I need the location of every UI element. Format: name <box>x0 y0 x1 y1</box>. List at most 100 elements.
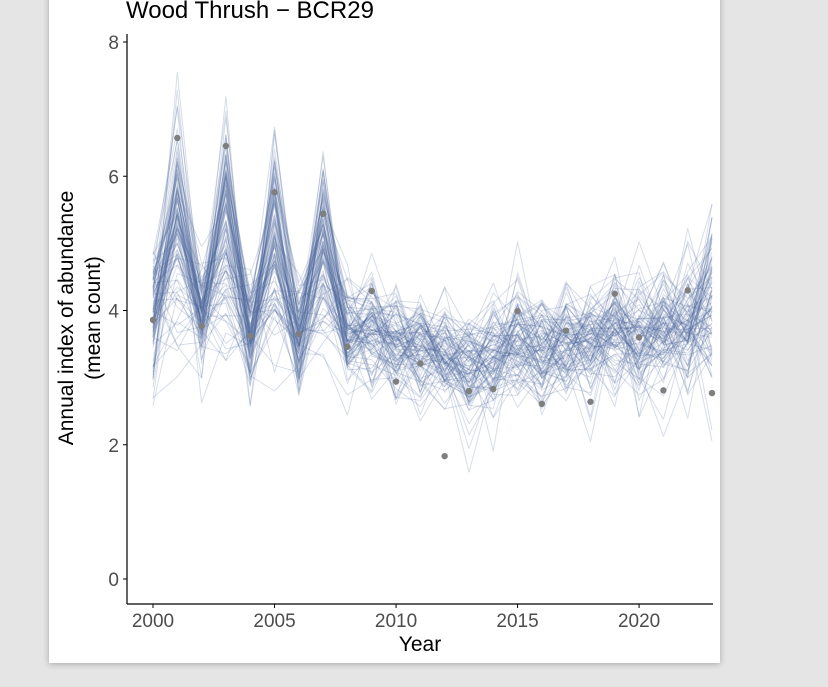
draw-line <box>152 203 713 380</box>
draw-line <box>152 133 713 396</box>
observed-point <box>587 398 594 405</box>
draw-line <box>152 192 713 397</box>
draw-line <box>152 147 713 389</box>
draw-line <box>152 188 713 390</box>
draw-line <box>152 182 713 408</box>
draw-line <box>152 89 713 393</box>
draw-line <box>152 157 713 373</box>
draw-line <box>152 201 713 395</box>
observed-point <box>562 327 570 334</box>
posterior-draw-lines <box>152 71 713 473</box>
draw-line <box>152 197 713 379</box>
draw-line <box>152 248 713 394</box>
observed-point <box>222 142 230 150</box>
x-tick-label: 2010 <box>375 611 417 632</box>
draw-line <box>152 252 713 442</box>
draw-line <box>152 153 713 400</box>
draw-line <box>152 156 713 437</box>
draw-line <box>152 173 713 420</box>
draw-line <box>152 184 713 384</box>
draw-line <box>152 222 713 417</box>
draw-line <box>152 176 713 425</box>
draw-line <box>152 117 713 402</box>
draw-line <box>152 178 713 356</box>
draw-line <box>152 173 713 381</box>
draw-line <box>152 227 713 397</box>
draw-line <box>152 156 713 416</box>
y-axis-title-line2: (mean count) <box>82 256 105 380</box>
draw-line <box>152 213 713 431</box>
draw-line <box>152 199 713 400</box>
draw-line <box>152 226 713 389</box>
observed-point <box>198 322 205 330</box>
draw-line <box>152 192 713 399</box>
observed-point <box>441 452 448 460</box>
draw-line <box>152 163 713 402</box>
chart: Wood Thrush − BCR29 0 2 4 6 8 2000 2005 2010 201… <box>55 0 716 656</box>
observed-point <box>319 210 327 218</box>
draw-line <box>152 181 713 400</box>
x-tick-label: 2015 <box>496 611 538 632</box>
draw-line <box>152 168 713 391</box>
draw-line <box>152 161 713 409</box>
draw-line <box>152 169 713 395</box>
draw-line <box>152 142 713 473</box>
x-tick-label: 2000 <box>132 611 174 632</box>
observed-point <box>490 385 497 393</box>
draw-line <box>152 187 713 393</box>
draw-line <box>152 166 713 416</box>
draw-line <box>152 151 713 389</box>
draw-line <box>152 147 713 401</box>
draw-line <box>152 234 713 407</box>
draw-line <box>152 248 713 452</box>
observed-point <box>635 334 643 341</box>
tick-labels: 0 2 4 6 8 2000 2005 2010 2015 2020 <box>108 33 660 632</box>
y-tick-label: 4 <box>108 302 119 323</box>
observed-point <box>417 360 424 367</box>
x-axis-title: Year <box>399 633 441 656</box>
observed-points <box>149 134 716 460</box>
draw-line <box>152 191 713 400</box>
draw-line <box>152 263 713 402</box>
draw-line <box>152 187 713 418</box>
draw-line <box>152 134 713 411</box>
observed-point <box>465 387 473 395</box>
draw-line <box>152 159 713 422</box>
draw-line <box>152 169 713 388</box>
draw-line <box>152 161 713 394</box>
draw-line <box>152 166 713 404</box>
draw-line <box>152 208 713 383</box>
y-tick-label: 0 <box>108 570 119 591</box>
draw-line <box>152 182 713 443</box>
draw-line <box>152 128 713 387</box>
draw-line <box>152 189 713 378</box>
observed-point <box>684 287 691 294</box>
draw-line <box>152 186 713 392</box>
draw-line <box>152 237 713 375</box>
observed-point <box>392 378 400 385</box>
draw-line <box>152 137 713 384</box>
draw-line <box>152 211 713 383</box>
draw-line <box>152 170 713 418</box>
observed-point <box>538 400 546 408</box>
draw-line <box>152 170 713 382</box>
draw-line <box>152 189 713 408</box>
draw-line <box>152 161 713 401</box>
draw-line <box>152 179 713 381</box>
draw-line <box>152 151 713 381</box>
y-tick-label: 2 <box>108 436 119 457</box>
draw-line <box>152 190 713 397</box>
observed-point <box>174 134 181 142</box>
draw-line <box>152 185 713 405</box>
draw-line <box>152 129 713 386</box>
observed-point <box>514 307 521 315</box>
observed-point <box>708 389 716 397</box>
observed-point <box>295 330 303 338</box>
draw-line <box>152 155 713 396</box>
draw-line <box>152 182 713 403</box>
draw-line <box>152 106 713 402</box>
draw-line <box>152 159 713 398</box>
draw-line <box>152 176 713 422</box>
chart-title: Wood Thrush − BCR29 <box>126 0 374 24</box>
draw-line <box>152 214 713 450</box>
